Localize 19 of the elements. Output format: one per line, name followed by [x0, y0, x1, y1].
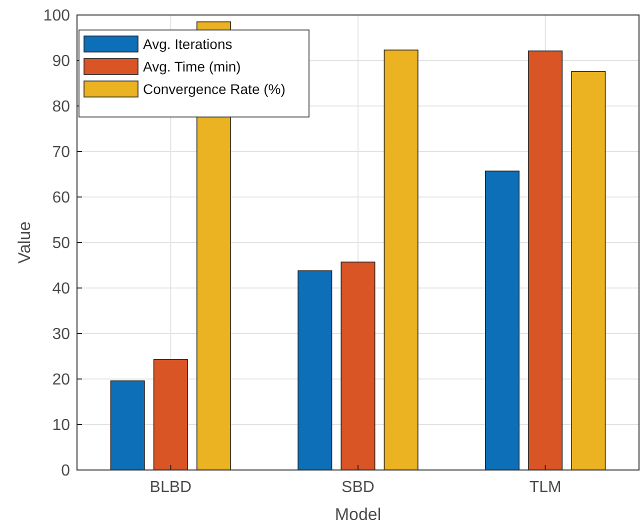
- y-tick-label: 80: [52, 98, 70, 116]
- y-tick-label: 30: [52, 326, 70, 344]
- legend-label: Convergence Rate (%): [143, 80, 286, 97]
- y-tick-label: 100: [43, 8, 70, 25]
- x-tick-label: TLM: [529, 479, 562, 496]
- y-axis-title: Value: [15, 221, 34, 264]
- x-tick-label: SBD: [342, 479, 374, 496]
- legend-label: Avg. Iterations: [143, 36, 232, 52]
- y-tick-label: 40: [52, 280, 70, 298]
- y-tick-label: 0: [61, 462, 70, 480]
- x-tick-label: BLBD: [150, 479, 192, 496]
- y-tick-label: 90: [52, 53, 70, 70]
- y-tick-label: 50: [52, 235, 70, 252]
- y-tick-label: 60: [52, 190, 70, 207]
- y-tick-label: 20: [52, 372, 70, 389]
- y-tick-label: 10: [52, 417, 70, 434]
- legend-label: Avg. Time (min): [143, 58, 241, 74]
- y-tick-label: 70: [52, 144, 70, 162]
- x-axis-title: Model: [334, 505, 382, 524]
